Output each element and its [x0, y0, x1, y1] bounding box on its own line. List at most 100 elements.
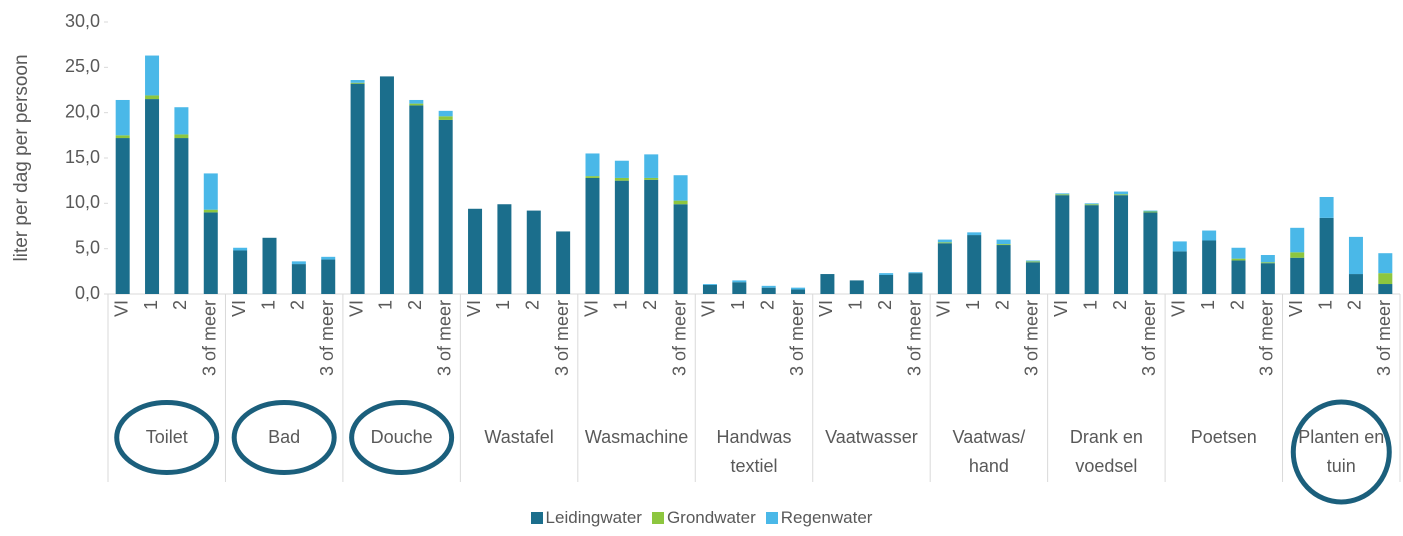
bar-segment [409, 99, 424, 104]
bar-segment [321, 256, 336, 260]
bar-segment [702, 284, 717, 285]
group-label: Poetsen [1190, 427, 1257, 447]
group-label: Drank en voedsel [1069, 427, 1143, 476]
bar-segment [761, 285, 776, 288]
bar-segment [1378, 253, 1393, 274]
bar-segment [1114, 191, 1129, 195]
legend-label: Grondwater [666, 508, 756, 527]
bar-segment [1290, 257, 1305, 294]
legend-label: Regenwater [780, 508, 873, 527]
bar-segment [1055, 194, 1070, 196]
y-tick-label: 25,0 [65, 56, 100, 76]
x-tick-label: 3 of meer [1139, 300, 1159, 376]
bar-segment [1290, 227, 1305, 253]
x-tick-label: VI [699, 300, 719, 317]
bar-segment [1378, 273, 1393, 285]
bar-segment [1055, 195, 1070, 294]
bar-segment [115, 138, 130, 294]
bar-segment [908, 272, 923, 274]
bar-segment [409, 103, 424, 106]
legend-swatch [651, 512, 664, 524]
x-tick-label: VI [1051, 300, 1071, 317]
bar-segment [1231, 258, 1246, 261]
bar-segment [468, 208, 483, 294]
bar-segment [937, 243, 952, 294]
x-tick-label: 1 [258, 300, 278, 310]
bar-segment [791, 289, 806, 294]
x-tick-label: 3 of meer [317, 300, 337, 376]
x-tick-label: 1 [376, 300, 396, 310]
bar-segment [1290, 252, 1305, 258]
y-tick-label: 0,0 [75, 283, 100, 303]
bar-segment [174, 107, 189, 135]
bar-segment [673, 204, 688, 294]
bar-segment [497, 204, 512, 294]
bar-segment [1172, 241, 1187, 252]
bar-segment [585, 177, 600, 294]
y-tick-label: 5,0 [75, 237, 100, 257]
bar-segment [937, 239, 952, 243]
x-tick-label: VI [816, 300, 836, 317]
bar-segment [1319, 196, 1334, 218]
y-tick-label: 30,0 [65, 11, 100, 31]
bar-segment [644, 177, 659, 180]
bar-segment [967, 235, 982, 294]
x-tick-label: VI [229, 300, 249, 317]
bar-segment [937, 242, 952, 244]
bar-segment [145, 95, 160, 100]
legend-swatch [765, 512, 778, 524]
bar-segment [203, 209, 218, 213]
bar-segment [438, 119, 453, 294]
bar-segment [1025, 260, 1040, 262]
bar-segment [438, 110, 453, 117]
bar-segment [644, 179, 659, 294]
bar-segment [115, 99, 130, 136]
x-tick-label: 3 of meer [787, 300, 807, 376]
bar-segment [732, 280, 747, 283]
group-label: Wastafel [484, 427, 554, 447]
x-tick-label: 3 of meer [904, 300, 924, 376]
bar-segment [996, 245, 1011, 294]
bar-segment [379, 76, 394, 295]
x-tick-label: 2 [523, 300, 543, 310]
x-tick-label: 2 [640, 300, 660, 310]
bar-segment [262, 237, 277, 294]
bar-segment [438, 116, 453, 120]
bar-segment [673, 200, 688, 205]
bar-segment [1084, 203, 1099, 205]
bar-segment [1348, 236, 1363, 275]
group-label: Douche [370, 427, 433, 447]
legend-label: Leidingwater [545, 508, 642, 527]
x-tick-label: 2 [405, 300, 425, 310]
bar-segment [673, 175, 688, 201]
bar-segment [145, 99, 160, 294]
bar-segment [1143, 211, 1158, 213]
bar-segment [761, 287, 776, 294]
bar-segment [1084, 205, 1099, 294]
bar-segment [203, 212, 218, 294]
bar-segment [1114, 194, 1129, 196]
bar-segment [350, 83, 365, 294]
x-tick-label: VI [1286, 300, 1306, 317]
bar-segment [350, 82, 365, 84]
x-tick-label: 1 [1080, 300, 1100, 310]
bar-segment [1231, 247, 1246, 259]
bar-segment [174, 134, 189, 139]
bar-segment [1378, 284, 1393, 294]
bar-segment [791, 287, 806, 290]
bar-segment [115, 135, 130, 139]
bar-segment [291, 261, 306, 265]
x-tick-label: 2 [875, 300, 895, 310]
bar-segment [321, 259, 336, 294]
bar-segment [1260, 255, 1275, 263]
bar-segment [614, 160, 629, 178]
highlight-circle [1290, 399, 1392, 505]
x-tick-label: 1 [963, 300, 983, 310]
x-tick-label: 3 of meer [200, 300, 220, 376]
bar-segment [879, 274, 894, 294]
bar-segment [1143, 210, 1158, 212]
x-tick-label: 1 [493, 300, 513, 310]
bar-segment [174, 138, 189, 294]
bar-segment [1084, 204, 1099, 206]
